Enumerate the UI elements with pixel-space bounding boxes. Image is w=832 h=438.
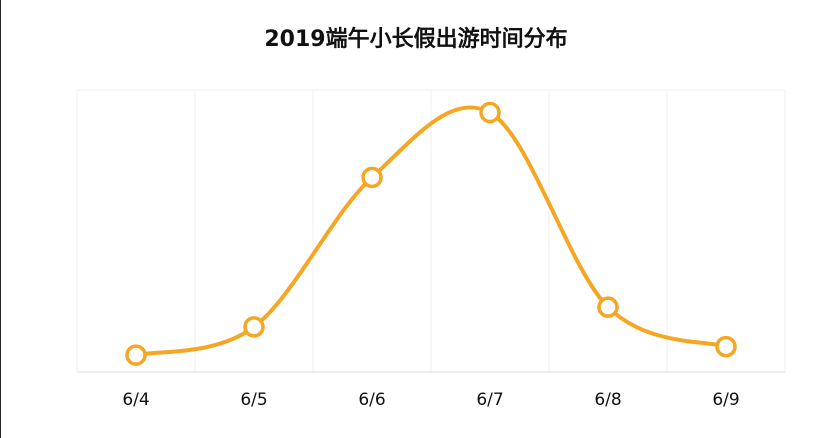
x-tick-label: 6/8 [594, 390, 621, 410]
point [479, 101, 501, 124]
x-tick-label: 6/5 [240, 390, 267, 410]
point [125, 344, 147, 366]
x-tick-label: 6/7 [476, 390, 503, 410]
chart-title: 2019端午小长假出游时间分布 [264, 26, 567, 52]
x-tick-label: 6/9 [712, 390, 739, 410]
point [597, 296, 619, 318]
x-tick-label: 6/4 [122, 390, 149, 410]
point [243, 316, 265, 338]
x-tick-label: 6/6 [358, 390, 385, 410]
point [715, 335, 737, 358]
point [361, 166, 383, 189]
